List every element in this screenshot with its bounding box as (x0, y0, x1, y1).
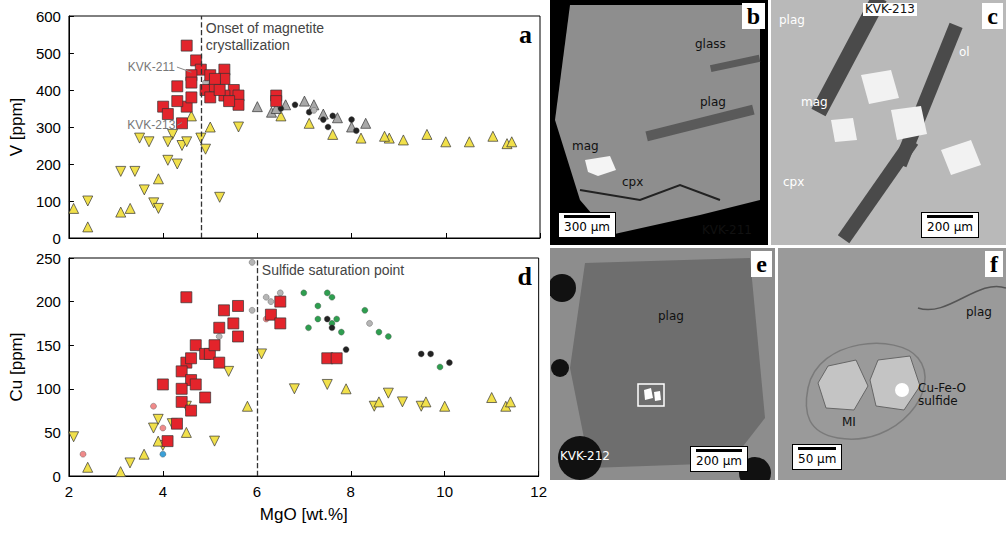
svg-text:4: 4 (159, 483, 167, 500)
html-text:c: c (987, 3, 998, 29)
html-text:Cu-Fe-O sulfide: Cu-Fe-O sulfide (918, 381, 967, 408)
html-text:plag: plag (779, 13, 805, 27)
svg-text:200: 200 (36, 156, 61, 173)
html-text:plag: plag (966, 305, 992, 319)
svg-text:10: 10 (436, 483, 453, 500)
svg-text:200: 200 (36, 293, 61, 310)
svg-text:8: 8 (347, 483, 355, 500)
html-text:KVK-212: KVK-212 (560, 449, 610, 463)
html-text:ol: ol (959, 45, 970, 59)
svg-text:d: d (518, 262, 533, 291)
svg-text:250: 250 (36, 250, 61, 267)
html-text:cpx: cpx (783, 175, 805, 189)
html-text:cpx: cpx (622, 175, 644, 189)
svg-text:100: 100 (36, 380, 61, 397)
svg-text:KVK-211: KVK-211 (128, 60, 175, 74)
html-text:300 µm: 300 µm (564, 220, 610, 234)
html-text:200 µm: 200 µm (927, 220, 973, 234)
svg-text:300: 300 (36, 119, 61, 136)
svg-text:0: 0 (53, 230, 61, 247)
svg-text:50: 50 (44, 424, 61, 441)
html-text:mag: mag (801, 95, 828, 109)
svg-text:MgO [wt.%]: MgO [wt.%] (260, 505, 348, 524)
svg-text:500: 500 (36, 45, 61, 62)
html-text:f: f (990, 251, 998, 277)
html-text:plag: plag (700, 95, 726, 109)
svg-text:Cu [ppm]: Cu [ppm] (7, 333, 26, 402)
svg-text:150: 150 (36, 337, 61, 354)
svg-text:6: 6 (253, 483, 261, 500)
html-text:mag: mag (572, 139, 599, 153)
svg-text:100: 100 (36, 193, 61, 210)
svg-text:2: 2 (65, 483, 73, 500)
html-text:MI: MI (842, 415, 856, 429)
svg-text:V [ppm]: V [ppm] (7, 98, 26, 157)
html-text:b: b (746, 3, 760, 29)
svg-text:12: 12 (530, 483, 547, 500)
svg-text:a: a (519, 20, 532, 49)
html-text:KVK-211: KVK-211 (702, 223, 752, 237)
html-text:50 µm: 50 µm (798, 452, 837, 466)
svg-text:0: 0 (53, 468, 61, 485)
html-text:glass: glass (695, 37, 726, 51)
svg-text:crystallization: crystallization (206, 37, 290, 53)
svg-text:600: 600 (36, 8, 61, 25)
html-text:200 µm: 200 µm (696, 454, 742, 468)
svg-text:400: 400 (36, 82, 61, 99)
html-text:KVK-213: KVK-213 (865, 2, 915, 16)
svg-text:Onset of magnetite: Onset of magnetite (206, 20, 325, 36)
svg-text:Sulfide saturation point: Sulfide saturation point (262, 262, 405, 278)
svg-text:KVK-213: KVK-213 (127, 118, 175, 132)
html-text:e: e (756, 251, 767, 277)
html-text:plag: plag (658, 309, 684, 323)
